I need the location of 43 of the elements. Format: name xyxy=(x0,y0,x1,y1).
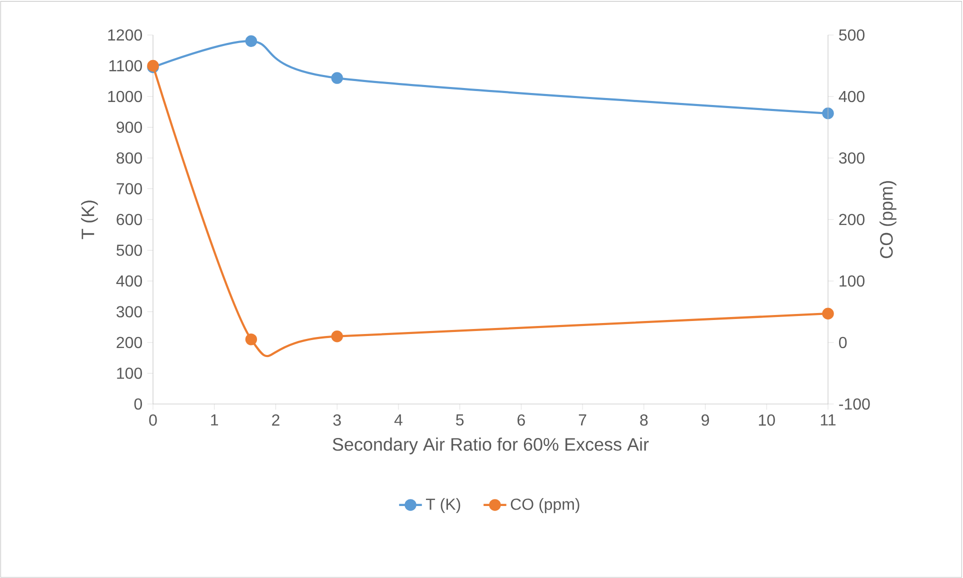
y-tick-label: 800 xyxy=(116,152,142,164)
y-tick-label: 200 xyxy=(116,336,142,348)
y2-axis-title: CO (ppm) xyxy=(880,181,896,258)
y-tick-label: 1100 xyxy=(109,60,142,72)
y-tick-label: 1000 xyxy=(108,90,142,102)
x-tick-label: 10 xyxy=(758,414,775,426)
y2-tick-label: 500 xyxy=(839,29,864,41)
y-tick-label: 300 xyxy=(116,306,142,318)
x-tick-label: 9 xyxy=(702,414,709,426)
x-tick-label: 0 xyxy=(149,414,157,426)
point xyxy=(822,308,834,320)
y-tick-label: 100 xyxy=(117,368,142,379)
x-tick-label: 3 xyxy=(333,414,341,426)
x-tick-label: 8 xyxy=(640,414,648,426)
y2-tick-label: -100 xyxy=(839,398,870,410)
point xyxy=(245,35,258,48)
x-tick-label: 2 xyxy=(272,414,280,426)
legend-label: T (K) xyxy=(426,498,460,514)
y2-tick-label: 0 xyxy=(839,336,847,348)
y2-tick-label: 300 xyxy=(839,152,864,164)
y2-tick-label: 200 xyxy=(839,214,864,226)
y-tick-label: 1200 xyxy=(108,29,142,41)
y-tick-label: 700 xyxy=(116,183,142,194)
x-tick-label: 7 xyxy=(578,414,586,426)
x-tick-label: 1 xyxy=(211,414,218,426)
y-axis-title: T (K) xyxy=(81,200,98,240)
y2-tick-label: 400 xyxy=(838,90,864,102)
x-tick-label: 11 xyxy=(820,414,836,426)
y-tick-label: 400 xyxy=(116,275,142,287)
x-axis-title: Secondary Air Ratio for 60% Excess Air xyxy=(332,438,649,454)
y-tick-label: 500 xyxy=(116,244,142,256)
x-tick-label: 4 xyxy=(394,414,402,426)
x-tick-label: 5 xyxy=(456,414,464,426)
y-tick-label: 900 xyxy=(116,122,142,133)
point xyxy=(245,334,258,346)
point xyxy=(331,72,343,84)
y2-tick-label: 100 xyxy=(840,275,864,287)
y-tick-label: 600 xyxy=(116,214,142,226)
legend-label: CO (ppm) xyxy=(510,498,580,514)
point xyxy=(822,108,834,120)
y-tick-label: 0 xyxy=(134,398,142,410)
point xyxy=(331,330,343,342)
x-tick-label: 6 xyxy=(518,414,525,426)
